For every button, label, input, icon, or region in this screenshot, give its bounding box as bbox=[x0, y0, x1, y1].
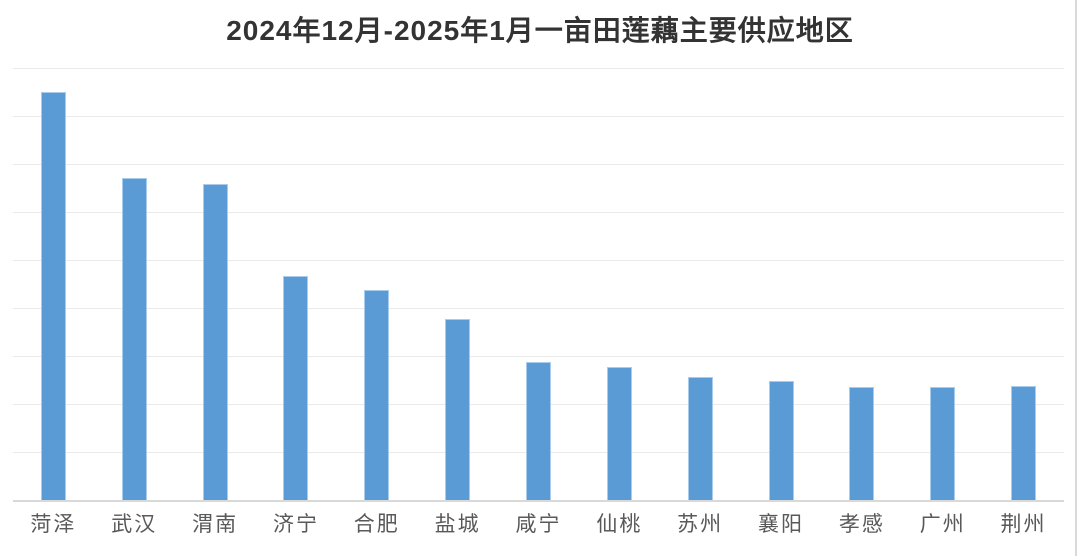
bar-column bbox=[13, 68, 94, 500]
bar-column bbox=[336, 68, 417, 500]
bar-襄阳 bbox=[768, 380, 794, 500]
bar-column bbox=[983, 68, 1064, 500]
x-label-咸宁: 咸宁 bbox=[515, 513, 562, 536]
bar-孝感 bbox=[849, 387, 875, 500]
x-axis-labels: 菏泽 武汉 渭南 济宁 合肥 盐城 咸宁 仙桃 苏州 襄阳 孝感 广州 荆州 bbox=[13, 508, 1064, 538]
x-label-荆州: 荆州 bbox=[1000, 513, 1047, 536]
bar-盐城 bbox=[445, 319, 471, 500]
chart-right-border bbox=[1075, 0, 1077, 556]
bar-column bbox=[741, 68, 822, 500]
x-label-合肥: 合肥 bbox=[353, 513, 400, 536]
bar-column bbox=[821, 68, 902, 500]
x-label-广州: 广州 bbox=[919, 513, 966, 536]
bar-济宁 bbox=[283, 275, 309, 500]
bar-column bbox=[256, 68, 337, 500]
x-label-苏州: 苏州 bbox=[677, 513, 724, 536]
bar-荆州 bbox=[1011, 385, 1037, 500]
x-label-武汉: 武汉 bbox=[111, 513, 158, 536]
bar-武汉 bbox=[121, 178, 147, 500]
bar-广州 bbox=[930, 387, 956, 500]
bar-column bbox=[417, 68, 498, 500]
plot-area bbox=[13, 68, 1064, 502]
bar-仙桃 bbox=[606, 367, 632, 500]
x-label-仙桃: 仙桃 bbox=[596, 513, 643, 536]
bar-咸宁 bbox=[525, 361, 551, 500]
bar-column bbox=[660, 68, 741, 500]
x-label-济宁: 济宁 bbox=[272, 513, 319, 536]
bar-苏州 bbox=[687, 377, 713, 500]
bar-column bbox=[94, 68, 175, 500]
chart-title: 2024年12月-2025年1月一亩田莲藕主要供应地区 bbox=[226, 15, 854, 46]
bars-row bbox=[13, 68, 1064, 500]
bar-column bbox=[579, 68, 660, 500]
bar-column bbox=[902, 68, 983, 500]
x-label-盐城: 盐城 bbox=[434, 513, 481, 536]
bar-column bbox=[498, 68, 579, 500]
x-label-渭南: 渭南 bbox=[192, 513, 239, 536]
bar-菏泽 bbox=[40, 92, 66, 500]
bar-合肥 bbox=[364, 289, 390, 500]
x-label-襄阳: 襄阳 bbox=[758, 513, 805, 536]
bar-column bbox=[175, 68, 256, 500]
x-label-孝感: 孝感 bbox=[838, 513, 885, 536]
bar-渭南 bbox=[202, 184, 228, 500]
x-label-菏泽: 菏泽 bbox=[30, 513, 77, 536]
